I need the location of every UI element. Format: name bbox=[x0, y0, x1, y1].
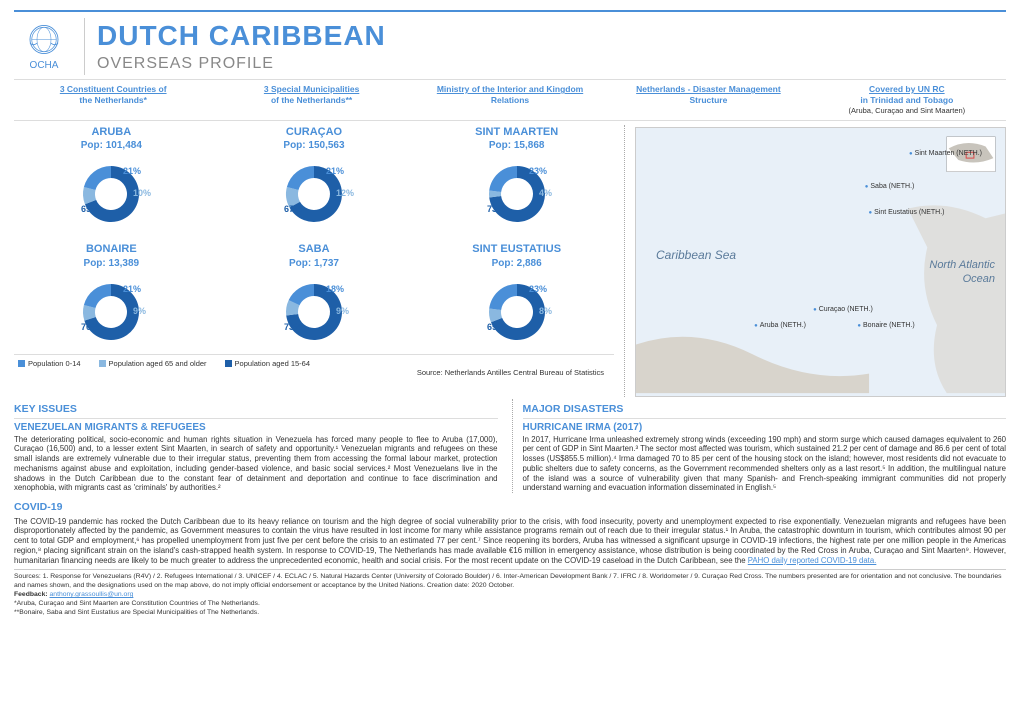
map-place: Aruba (NETH.) bbox=[754, 321, 806, 331]
svg-text:73%: 73% bbox=[487, 204, 505, 214]
disasters-text: In 2017, Hurricane Irma unleashed extrem… bbox=[523, 435, 1007, 493]
feedback-label: Feedback: bbox=[14, 591, 48, 598]
svg-text:12%: 12% bbox=[336, 188, 354, 198]
country-card: SINT MAARTENPop: 15,86873%4%23% bbox=[419, 125, 614, 234]
ocean-label: North Atlantic Ocean bbox=[915, 258, 995, 287]
key-issues-sub: VENEZUELAN MIGRANTS & REFUGEES bbox=[14, 421, 498, 434]
links-row: 3 Constituent Countries ofthe Netherland… bbox=[14, 79, 1006, 121]
svg-text:9%: 9% bbox=[336, 306, 349, 316]
countries-panel: ARUBAPop: 101,48469%10%21%CURAÇAOPop: 15… bbox=[14, 125, 614, 397]
sea-label: Caribbean Sea bbox=[656, 248, 736, 264]
svg-text:10%: 10% bbox=[133, 188, 151, 198]
map-place: Curaçao (NETH.) bbox=[813, 305, 873, 315]
legend-item: Population 0-14 bbox=[18, 359, 81, 369]
svg-text:21%: 21% bbox=[123, 166, 141, 176]
covid-text: The COVID-19 pandemic has rocked the Dut… bbox=[14, 517, 1006, 566]
feedback-email[interactable]: anthony.grassoullis@un.org bbox=[50, 591, 134, 598]
paho-link[interactable]: PAHO daily reported COVID-19 data. bbox=[748, 556, 877, 565]
svg-text:23%: 23% bbox=[529, 166, 547, 176]
svg-text:4%: 4% bbox=[539, 188, 552, 198]
header: OCHA DUTCH CARIBBEAN OVERSEAS PROFILE bbox=[14, 10, 1006, 75]
key-issues-title: KEY ISSUES bbox=[14, 403, 498, 419]
ocha-logo: OCHA bbox=[14, 22, 74, 72]
covid-section: COVID-19 The COVID-19 pandemic has rocke… bbox=[14, 497, 1006, 565]
svg-text:18%: 18% bbox=[326, 284, 344, 294]
country-card: ARUBAPop: 101,48469%10%21% bbox=[14, 125, 209, 234]
header-link[interactable]: Ministry of the Interior and KingdomRela… bbox=[411, 84, 609, 116]
footer: Sources: 1. Response for Venezuelans (R4… bbox=[14, 569, 1006, 617]
sources-text: Sources: 1. Response for Venezuelans (R4… bbox=[14, 573, 1006, 591]
page-subtitle: OVERSEAS PROFILE bbox=[97, 54, 386, 75]
footnote-2: **Bonaire, Saba and Sint Eustatius are S… bbox=[14, 609, 1006, 618]
header-link[interactable]: Netherlands - Disaster ManagementStructu… bbox=[609, 84, 807, 116]
country-card: SINT EUSTATIUSPop: 2,88669%8%23% bbox=[419, 242, 614, 351]
map-place: Sint Maarten (NETH.) bbox=[909, 149, 982, 159]
disasters-section: MAJOR DISASTERS HURRICANE IRMA (2017) In… bbox=[512, 399, 1007, 493]
legend: Population 0-14 Population aged 65 and ol… bbox=[14, 359, 310, 369]
legend-item: Population aged 15-64 bbox=[225, 359, 310, 369]
disasters-sub: HURRICANE IRMA (2017) bbox=[523, 421, 1007, 434]
svg-text:21%: 21% bbox=[326, 166, 344, 176]
svg-text:73%: 73% bbox=[284, 322, 302, 332]
svg-text:67%: 67% bbox=[284, 204, 302, 214]
map-place: Bonaire (NETH.) bbox=[857, 321, 914, 331]
source-note: Source: Netherlands Antilles Central Bur… bbox=[14, 368, 614, 378]
svg-text:23%: 23% bbox=[529, 284, 547, 294]
country-card: SABAPop: 1,73773%9%18% bbox=[217, 242, 412, 351]
header-link[interactable]: 3 Constituent Countries ofthe Netherland… bbox=[14, 84, 212, 116]
svg-text:69%: 69% bbox=[487, 322, 505, 332]
header-link[interactable]: Covered by UN RCin Trinidad and Tobago(A… bbox=[808, 84, 1006, 116]
country-card: CURAÇAOPop: 150,56367%12%21% bbox=[217, 125, 412, 234]
map-place: Sint Eustatius (NETH.) bbox=[868, 208, 944, 218]
map-panel: Caribbean Sea North Atlantic Ocean Sint … bbox=[624, 125, 1006, 397]
disasters-title: MAJOR DISASTERS bbox=[523, 403, 1007, 419]
key-issues-text: The deteriorating political, socio-econo… bbox=[14, 435, 498, 493]
svg-text:9%: 9% bbox=[133, 306, 146, 316]
legend-item: Population aged 65 and older bbox=[99, 359, 207, 369]
map: Caribbean Sea North Atlantic Ocean Sint … bbox=[635, 127, 1006, 397]
map-place: Saba (NETH.) bbox=[865, 182, 915, 192]
logo-text: OCHA bbox=[30, 59, 59, 72]
svg-text:21%: 21% bbox=[123, 284, 141, 294]
svg-text:69%: 69% bbox=[81, 204, 99, 214]
title-block: DUTCH CARIBBEAN OVERSEAS PROFILE bbox=[84, 18, 386, 75]
page-title: DUTCH CARIBBEAN bbox=[97, 18, 386, 54]
svg-text:70%: 70% bbox=[81, 322, 99, 332]
country-card: BONAIREPop: 13,38970%9%21% bbox=[14, 242, 209, 351]
header-link[interactable]: 3 Special Municipalitiesof the Netherlan… bbox=[212, 84, 410, 116]
covid-title: COVID-19 bbox=[14, 501, 62, 516]
footnote-1: *Aruba, Curaçao and Sint Maarten are Con… bbox=[14, 600, 1006, 609]
svg-text:8%: 8% bbox=[539, 306, 552, 316]
key-issues-section: KEY ISSUES VENEZUELAN MIGRANTS & REFUGEE… bbox=[14, 399, 498, 493]
